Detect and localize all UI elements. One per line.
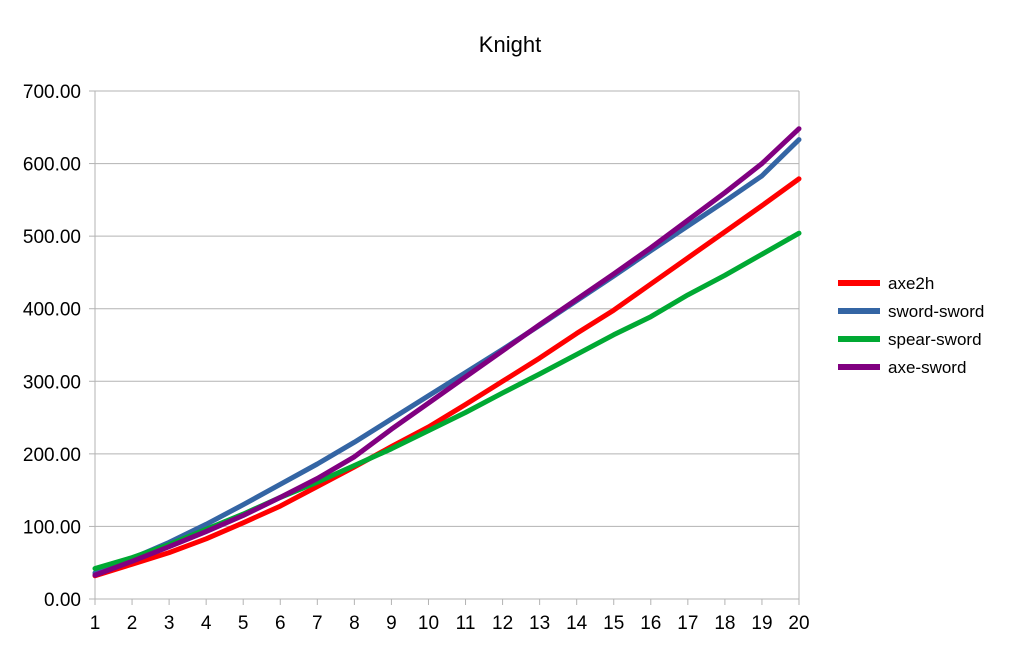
x-tick-label: 19 <box>751 613 772 634</box>
x-tick-label: 12 <box>492 613 513 634</box>
x-axis-tick-labels: 1 2 3 4 5 6 7 8 9 10 11 12 13 14 15 16 17 18 19 20 <box>90 613 810 634</box>
x-tick-label: 15 <box>603 613 624 634</box>
y-tick-label: 100.00 <box>23 517 81 538</box>
y-axis-tick-labels: 0.00 100.00 200.00 300.00 400.00 500.00 600.00… <box>23 82 81 611</box>
legend-label: axe-sword <box>888 358 966 377</box>
x-tick-label: 10 <box>418 613 439 634</box>
x-tick-label: 3 <box>164 613 175 634</box>
x-tick-label: 6 <box>275 613 286 634</box>
x-tick-label: 9 <box>386 613 397 634</box>
x-tick-label: 11 <box>456 613 476 634</box>
x-tick-label: 1 <box>90 613 101 634</box>
chart-title: Knight <box>479 32 541 57</box>
legend-label: sword-sword <box>888 302 984 321</box>
y-tick-label: 500.00 <box>23 227 81 248</box>
y-tick-label: 300.00 <box>23 372 81 393</box>
legend: axe2h sword-sword spear-sword axe-sword <box>838 274 984 377</box>
y-tick-label: 200.00 <box>23 445 81 466</box>
y-tick-label: 400.00 <box>23 300 81 321</box>
x-tick-label: 17 <box>677 613 698 634</box>
x-tick-label: 16 <box>640 613 661 634</box>
legend-label: axe2h <box>888 274 934 293</box>
series-line-axe-sword <box>92 126 802 578</box>
y-tick-label: 700.00 <box>23 82 81 103</box>
series-line-axe2h <box>92 176 802 579</box>
x-tick-label: 18 <box>714 613 735 634</box>
series-line-spear-sword <box>92 230 802 571</box>
series-line-sword-sword <box>92 137 802 576</box>
y-tick-label: 0.00 <box>44 590 81 611</box>
x-tick-label: 5 <box>238 613 249 634</box>
y-tick-label: 600.00 <box>23 155 81 176</box>
x-tick-label: 20 <box>788 613 809 634</box>
legend-item-spear-sword: spear-sword <box>838 330 982 349</box>
x-tick-label: 14 <box>566 613 588 634</box>
x-tick-label: 2 <box>127 613 138 634</box>
series-lines <box>92 126 802 579</box>
x-tick-label: 13 <box>529 613 550 634</box>
legend-item-sword-sword: sword-sword <box>838 302 984 321</box>
legend-item-axe-sword: axe-sword <box>838 358 966 377</box>
x-tick-label: 7 <box>312 613 323 634</box>
legend-item-axe2h: axe2h <box>838 274 934 293</box>
legend-label: spear-sword <box>888 330 982 349</box>
x-tick-label: 4 <box>201 613 212 634</box>
gridlines <box>95 90 800 599</box>
x-tick-label: 8 <box>349 613 360 634</box>
axes <box>89 90 800 605</box>
